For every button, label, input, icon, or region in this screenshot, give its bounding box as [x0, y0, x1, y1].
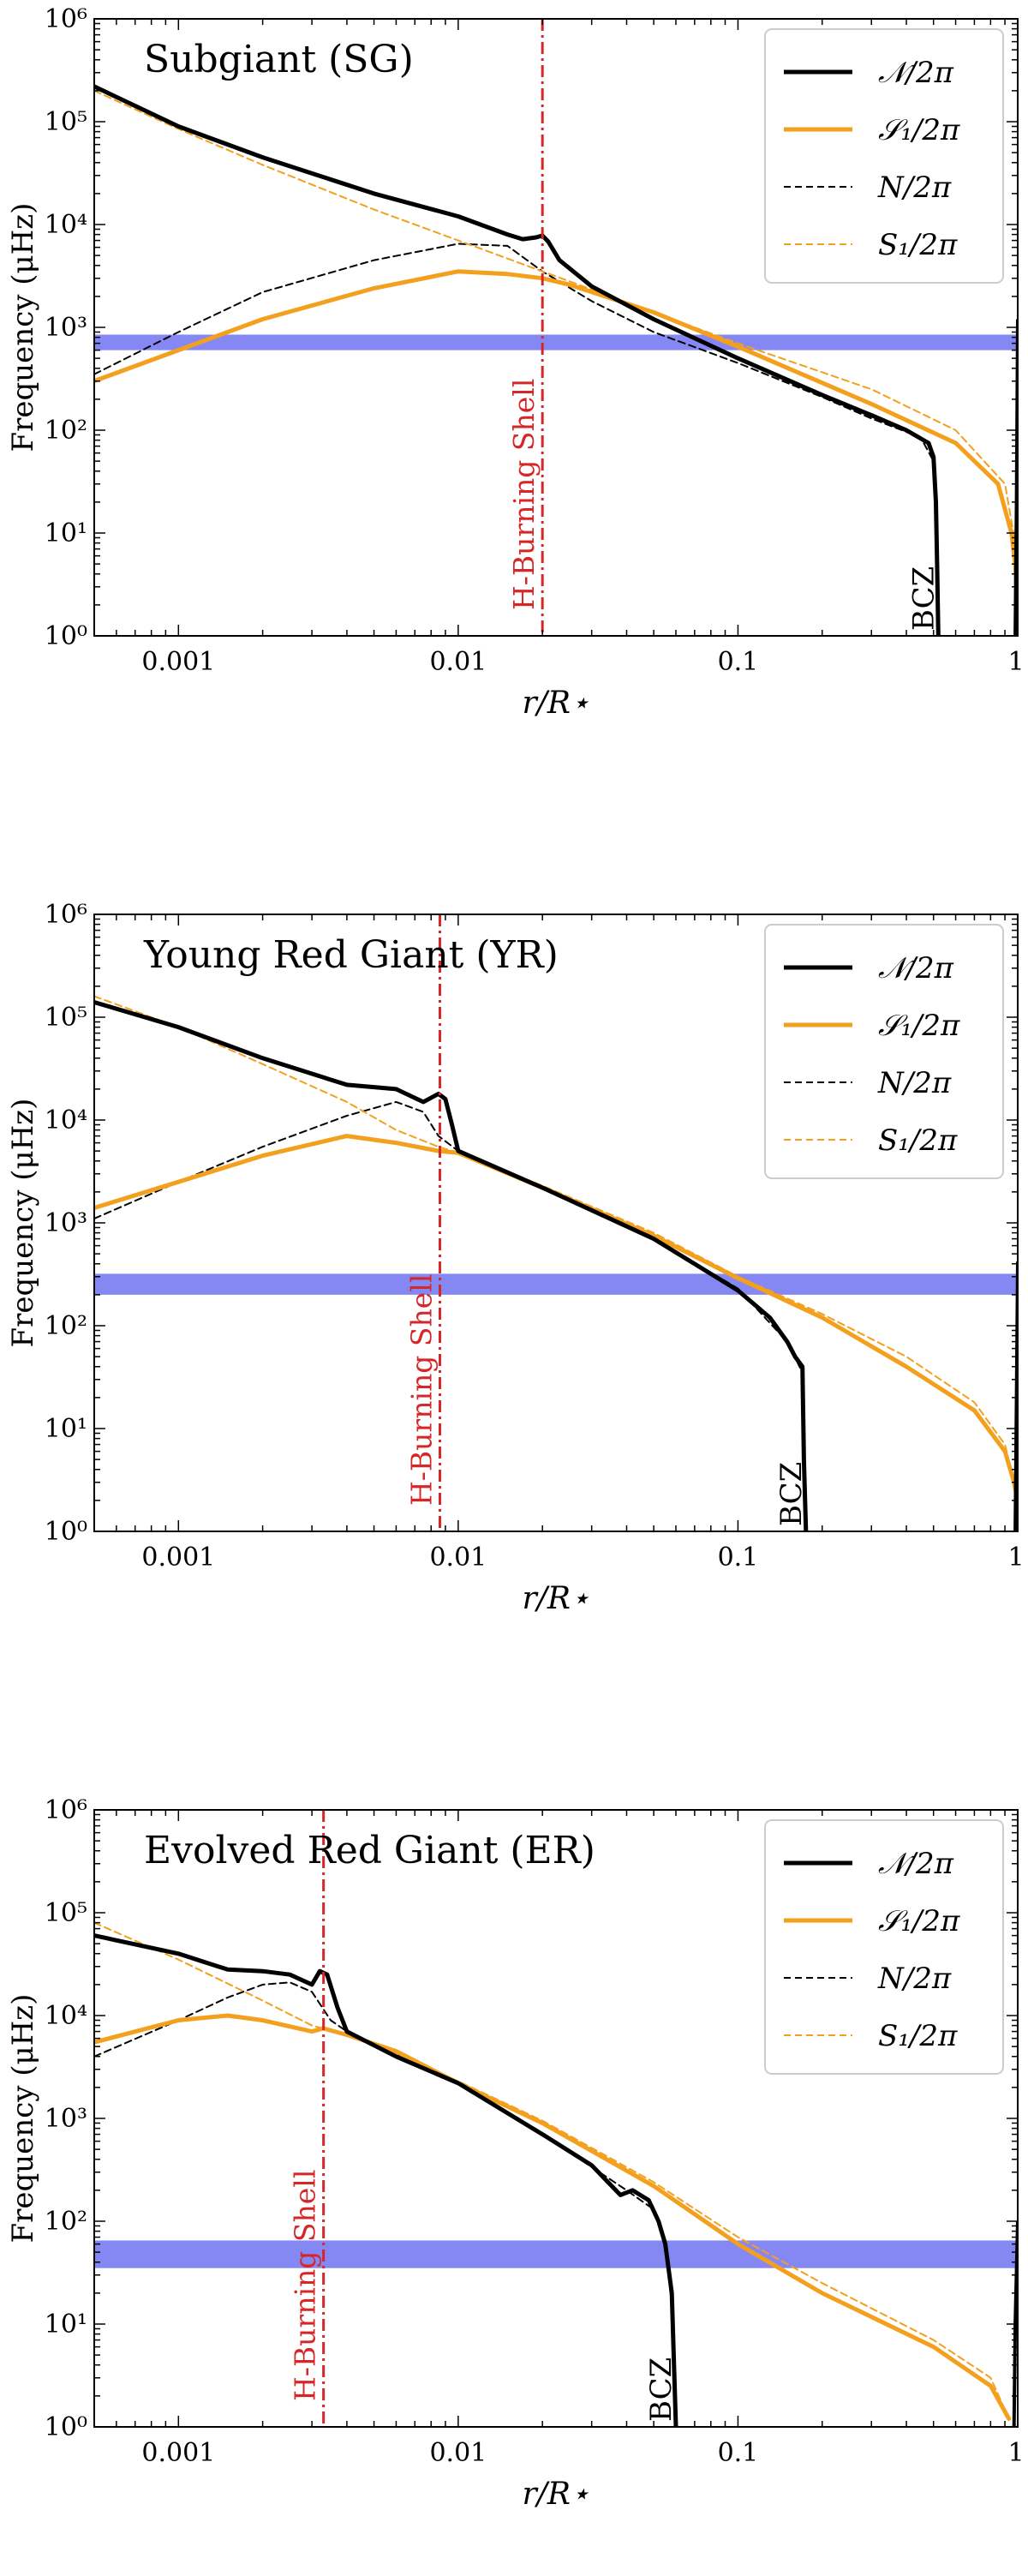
chart-panel-3: H-Burning Shell BCZ 0.001 0.01 0.1 1 10⁰ 10¹ 10²…: [6, 1795, 1025, 2512]
legend-frame: [764, 28, 1004, 284]
y-tick-label: 10⁵: [45, 1898, 87, 1928]
legend-label-S1: S₁/2π: [878, 228, 958, 262]
y-tick-label: 10³: [45, 2104, 87, 2134]
legend-frame: [764, 1819, 1004, 2075]
legend-label-S1_fancy: 𝒮₁/2π: [878, 1904, 960, 1938]
chart-title: Evolved Red Giant (ER): [144, 1829, 595, 1872]
y-tick-label: 10⁶: [45, 900, 87, 930]
legend: 𝒩/2π 𝒮₁/2π N/2π S₁/2π: [764, 924, 1004, 1179]
y-tick-label: 10¹: [45, 1414, 87, 1444]
legend-label-S1: S₁/2π: [878, 2019, 958, 2053]
h-burning-shell-label: H-Burning Shell: [404, 1274, 438, 1506]
legend-frame: [764, 924, 1004, 1179]
legend-label-N_fancy: 𝒩/2π: [878, 951, 954, 985]
x-tick-label: 0.001: [141, 647, 215, 677]
x-axis-label: r/R⋆: [523, 1581, 590, 1616]
y-tick-label: 10¹: [45, 518, 87, 548]
x-tick-label: 1: [1007, 1543, 1024, 1573]
x-tick-label: 0.01: [429, 647, 487, 677]
bcz-label: BCZ: [644, 2357, 678, 2422]
series-S1_fancy: [94, 2013, 1012, 2421]
legend: 𝒩/2π 𝒮₁/2π N/2π S₁/2π: [764, 1819, 1004, 2075]
x-tick-label: 0.01: [429, 2438, 487, 2468]
series-S1: [94, 1921, 1010, 2420]
y-tick-label: 10⁶: [45, 1795, 87, 1825]
x-tick-label: 0.1: [718, 1543, 759, 1573]
y-tick-label: 10¹: [45, 2309, 87, 2339]
legend-label-N: N/2π: [877, 1066, 952, 1100]
bcz-label: BCZ: [774, 1462, 809, 1526]
y-tick-label: 10²: [45, 1311, 87, 1341]
chart-panel-1: H-Burning Shell BCZ 0.001 0.01 0.1 1 10⁰ 10¹ 10²…: [6, 4, 1025, 721]
x-tick-label: 0.001: [141, 2438, 215, 2468]
x-tick-label: 0.001: [141, 1543, 215, 1573]
legend-label-S1_fancy: 𝒮₁/2π: [878, 113, 960, 147]
legend: 𝒩/2π 𝒮₁/2π N/2π S₁/2π: [764, 28, 1004, 284]
x-axis-label: r/R⋆: [523, 686, 590, 721]
series-S1: [94, 995, 1018, 1501]
series-N_fancy: [94, 84, 941, 636]
y-tick-label: 10⁰: [45, 1517, 87, 1547]
y-axis-label: Frequency (μHz): [6, 1099, 40, 1348]
chart-title: Subgiant (SG): [144, 38, 414, 81]
legend-label-N: N/2π: [877, 1962, 952, 1996]
x-tick-label: 1: [1007, 2438, 1024, 2468]
legend-label-N_fancy: 𝒩/2π: [878, 1847, 954, 1881]
x-tick-label: 0.1: [718, 2438, 759, 2468]
x-tick-label: 0.01: [429, 1543, 487, 1573]
legend-label-S1: S₁/2π: [878, 1123, 958, 1158]
legend-label-N: N/2π: [877, 171, 952, 205]
y-axis-label: Frequency (μHz): [6, 1994, 40, 2244]
y-tick-label: 10⁵: [45, 107, 87, 137]
y-axis-label: Frequency (μHz): [6, 203, 40, 452]
x-axis-label: r/R⋆: [523, 2477, 590, 2512]
x-tick-label: 0.1: [718, 647, 759, 677]
legend-label-N_fancy: 𝒩/2π: [878, 56, 954, 90]
y-tick-label: 10⁵: [45, 1003, 87, 1033]
y-tick-label: 10⁴: [45, 2001, 87, 2031]
chart-panel-2: H-Burning Shell BCZ 0.001 0.01 0.1 1 10⁰ 10¹ 10²…: [6, 900, 1025, 1616]
y-tick-label: 10⁰: [45, 621, 87, 651]
y-tick-label: 10³: [45, 313, 87, 343]
y-tick-label: 10³: [45, 1208, 87, 1238]
y-tick-label: 10⁰: [45, 2412, 87, 2442]
series-N_fancy: [94, 1933, 678, 2427]
frequency-band: [94, 334, 1018, 350]
y-tick-label: 10⁴: [45, 1105, 87, 1135]
y-tick-label: 10²: [45, 416, 87, 446]
chart-title: Young Red Giant (YR): [143, 933, 559, 977]
y-tick-label: 10⁴: [45, 210, 87, 240]
y-tick-label: 10²: [45, 2207, 87, 2237]
bcz-label: BCZ: [906, 566, 941, 631]
legend-label-S1_fancy: 𝒮₁/2π: [878, 1009, 960, 1043]
h-burning-shell-label: H-Burning Shell: [507, 379, 541, 610]
frequency-band: [94, 2240, 1018, 2268]
x-tick-label: 1: [1007, 647, 1024, 677]
series-N_fancy: [94, 1000, 809, 1531]
frequency-band: [94, 1273, 1018, 1295]
y-tick-label: 10⁶: [45, 4, 87, 34]
h-burning-shell-label: H-Burning Shell: [289, 2170, 322, 2401]
